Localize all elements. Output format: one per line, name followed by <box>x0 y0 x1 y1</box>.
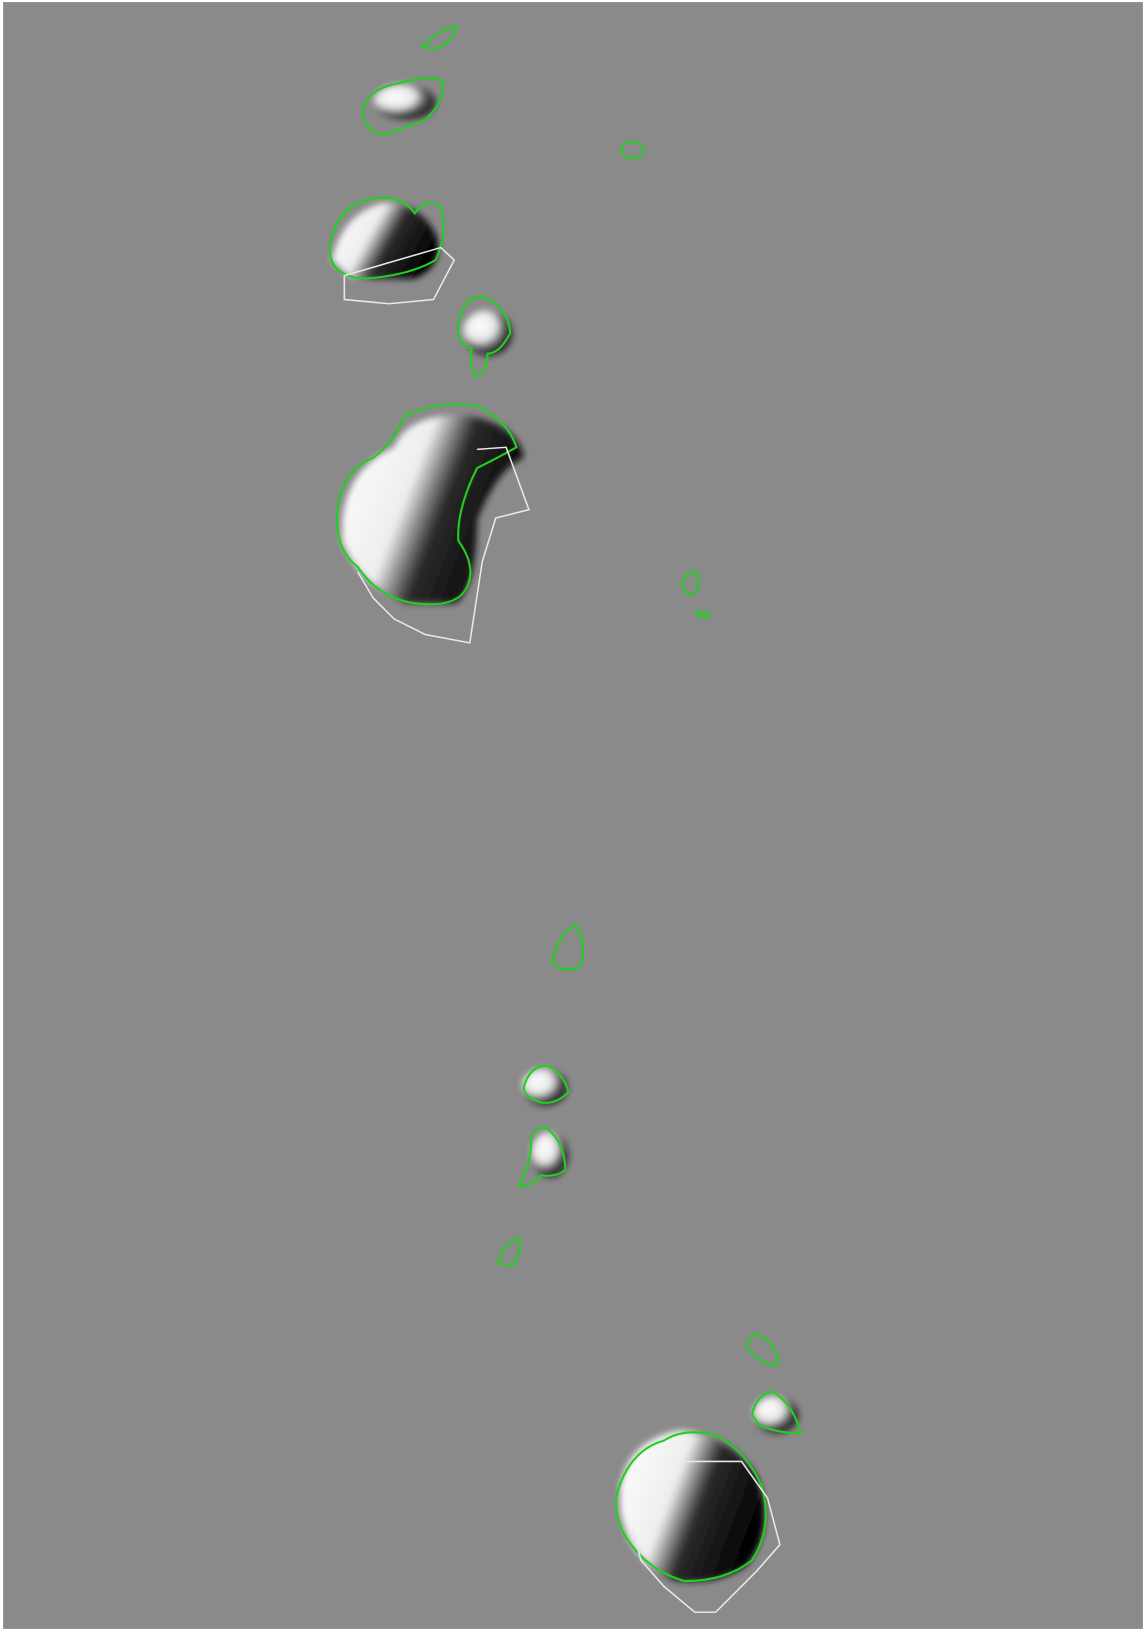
outline <box>357 446 530 644</box>
contour <box>336 403 518 606</box>
blob <box>521 1068 568 1106</box>
contour <box>457 295 512 378</box>
blob <box>620 1430 765 1583</box>
green-contours <box>328 24 802 1583</box>
contour <box>750 1390 802 1435</box>
contour <box>516 1126 567 1188</box>
contour <box>420 24 458 50</box>
contour <box>328 196 445 280</box>
blob <box>373 84 436 120</box>
blob <box>462 309 513 356</box>
contour <box>550 924 585 971</box>
blob <box>342 415 524 604</box>
contour <box>522 1064 570 1104</box>
white-outlines <box>343 246 781 1614</box>
contour <box>745 1334 779 1366</box>
background <box>3 2 1143 1629</box>
contour <box>695 610 711 620</box>
blob <box>331 202 439 279</box>
contour <box>496 1236 522 1266</box>
contour <box>681 570 700 597</box>
blob <box>752 1395 799 1434</box>
contour <box>614 1431 767 1583</box>
outline <box>343 246 456 305</box>
contour <box>620 140 646 160</box>
outline <box>631 1460 781 1614</box>
contour <box>361 77 444 137</box>
